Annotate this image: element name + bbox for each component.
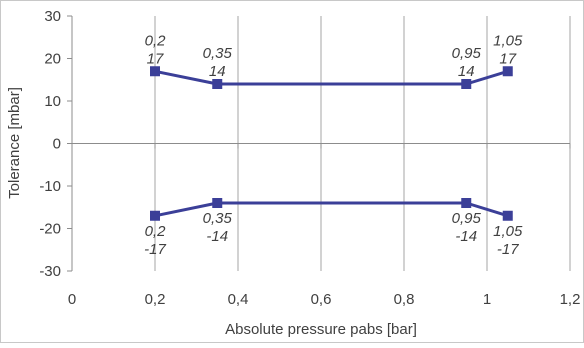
y-axis-title: Tolerance [mbar] [6, 87, 23, 199]
data-label-x: 0,2 [145, 223, 167, 240]
data-point-marker [502, 66, 513, 77]
data-label-x: 0,95 [452, 210, 482, 227]
data-label-x: 1,05 [493, 223, 523, 240]
x-tick-label: 0,8 [394, 291, 415, 308]
data-label-y: -14 [455, 228, 477, 245]
data-label-y: -17 [497, 241, 519, 258]
y-tick-label: 0 [53, 136, 61, 153]
data-label-x: 0,95 [452, 45, 482, 62]
data-label-y: 14 [458, 63, 475, 80]
data-label-x: 0,35 [203, 210, 233, 227]
y-tick-label: 20 [44, 51, 61, 68]
x-tick-label: 1 [483, 291, 491, 308]
y-tick-label: -10 [39, 178, 61, 195]
series-layer [150, 66, 513, 221]
data-label-x: 0,2 [145, 32, 167, 49]
data-point-marker [212, 198, 223, 208]
x-tick-label: 1,2 [560, 291, 581, 308]
x-tick-label: 0,4 [228, 291, 249, 308]
data-label-y: 17 [147, 50, 164, 67]
data-label-y: -14 [206, 228, 228, 245]
series-line-1 [154, 69, 509, 86]
y-tick-label: 30 [44, 8, 61, 25]
data-point-marker [150, 210, 160, 221]
x-axis-title: Absolute pressure pabs [bar] [225, 321, 417, 338]
data-point-marker [502, 210, 513, 221]
y-tick-label: -20 [39, 221, 61, 238]
y-tick-label: -30 [39, 263, 61, 280]
x-tick-label: 0 [68, 291, 76, 308]
data-point-marker [212, 79, 223, 89]
x-tick-label: 0,2 [145, 291, 166, 308]
axis-layer: -30 -20 -10 0 10 20 30 0 0,2 0,4 0,6 0,8 1 1,2 [39, 8, 580, 308]
series-line-2 [154, 201, 509, 218]
y-tick-label: 10 [44, 93, 61, 110]
data-label-x: 0,35 [203, 45, 233, 62]
data-point-marker [150, 66, 160, 77]
data-label-y: -17 [144, 241, 166, 258]
data-point-marker [461, 79, 472, 89]
x-tick-label: 0,6 [311, 291, 332, 308]
label-layer: 0,217 0,35140,95141,05170,2-170,35-140,95… [144, 32, 523, 258]
data-point-marker [461, 198, 472, 208]
data-label-x: 1,05 [493, 32, 523, 49]
data-label-y: 14 [209, 63, 226, 80]
data-label-y: 17 [499, 50, 516, 67]
